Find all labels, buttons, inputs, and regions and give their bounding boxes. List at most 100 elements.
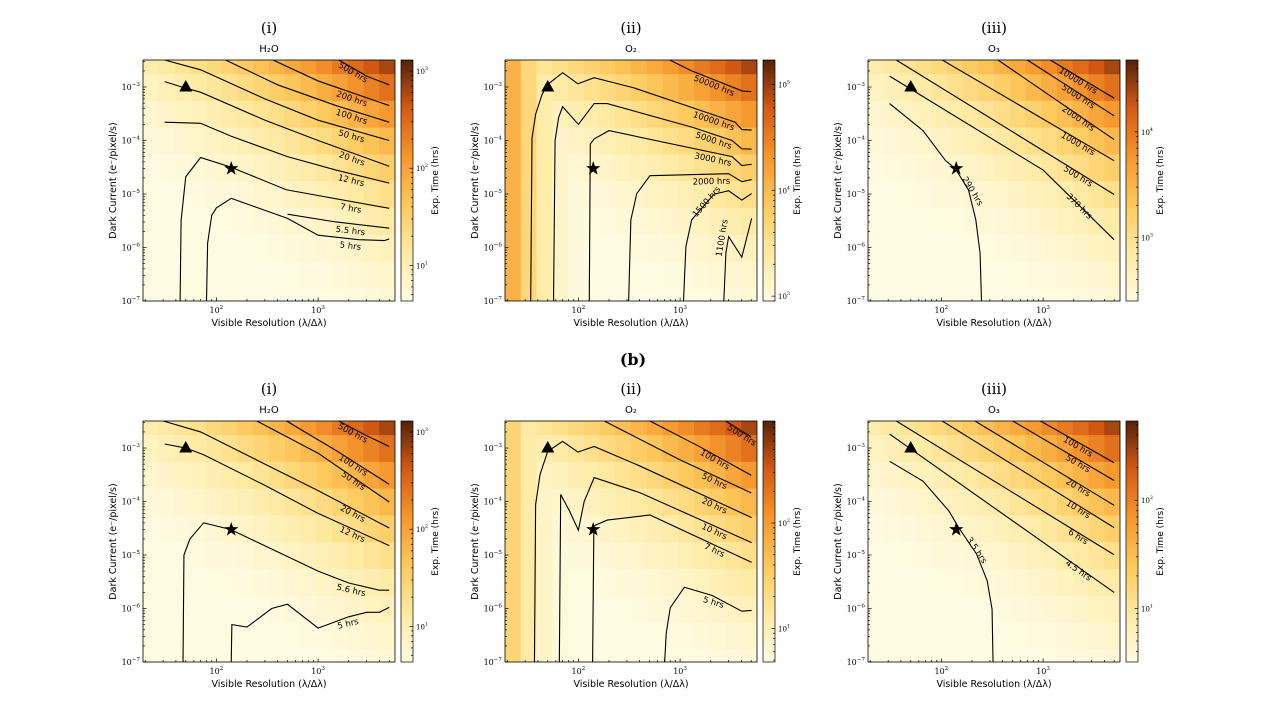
heatmap-cell	[269, 461, 286, 489]
heatmap-cell	[709, 595, 726, 623]
heatmap-cell	[599, 421, 616, 436]
x-tick-label-base: 10	[934, 306, 944, 315]
heatmap-cell	[332, 260, 349, 289]
heatmap-cell	[725, 421, 742, 436]
y-tick-label: 10−3	[122, 443, 141, 453]
heatmap-cell	[962, 421, 979, 436]
heatmap-cell	[1025, 207, 1042, 235]
colorbar-tick-label-exponent: 3	[425, 427, 428, 433]
heatmap-cell	[316, 287, 333, 301]
colorbar-tick-label-exponent: 2	[425, 524, 428, 530]
heatmap-cell	[505, 621, 522, 650]
heatmap-cell	[520, 180, 537, 208]
colorbar-tick-label-base: 10	[778, 293, 787, 301]
heatmap-cell	[269, 421, 286, 436]
y-tick-label: 10−4	[122, 136, 141, 146]
heatmap-cell	[143, 234, 160, 262]
heatmap-cell	[284, 621, 301, 650]
heatmap-cell	[583, 127, 600, 155]
heatmap-cell	[678, 461, 695, 489]
y-axis-label: Dark Current (e⁻/pixel/s)	[108, 483, 119, 599]
heatmap-cell	[269, 595, 286, 623]
axis-ticks	[143, 422, 390, 663]
star-marker	[586, 161, 601, 175]
heatmap-cell	[174, 60, 191, 75]
heatmap-cell	[899, 621, 916, 650]
heatmap-cell	[646, 100, 663, 128]
colorbar-gradient	[762, 59, 776, 302]
heatmap-cell	[741, 260, 757, 289]
contour-line	[941, 60, 1115, 162]
heatmap-cell	[1041, 260, 1058, 289]
heatmap-cell	[347, 287, 364, 301]
heatmap-cell	[520, 648, 537, 662]
y-tick-label-base: 10	[847, 498, 857, 507]
y-tick-label-base: 10	[122, 137, 132, 146]
heatmap-cell	[615, 568, 632, 596]
heatmap-cell	[316, 421, 333, 436]
heatmap-cell	[1025, 260, 1042, 289]
heatmap-cell	[915, 127, 932, 155]
heatmap-cell	[552, 434, 569, 462]
heatmap-cell	[599, 180, 616, 208]
contour-line	[669, 60, 752, 93]
heatmap-cell	[583, 434, 600, 462]
heatmap-cell	[285, 381, 301, 408]
heatmap-cell	[237, 621, 254, 650]
heatmap-cell	[520, 541, 537, 569]
contour-line	[649, 421, 752, 476]
heatmap-cell	[269, 234, 286, 262]
heatmap-cell	[899, 541, 916, 569]
heatmap-cell	[505, 100, 522, 128]
heatmap-cell	[269, 621, 286, 650]
y-tick-label-exponent: −7	[494, 296, 503, 302]
heatmap-cell	[994, 100, 1011, 128]
heatmap-cell	[158, 127, 175, 155]
heatmap-cell	[536, 568, 553, 596]
heatmap-cell	[316, 20, 332, 47]
heatmap-cell	[583, 595, 600, 623]
heatmap-cell	[663, 381, 679, 408]
contour-line	[588, 130, 752, 301]
heatmap-cell	[505, 488, 522, 516]
heatmap-cell	[946, 595, 963, 623]
y-tick-label-exponent: −6	[494, 604, 503, 610]
heatmap-cell	[978, 568, 995, 596]
heatmap-cell	[599, 541, 616, 569]
heatmap-cell	[300, 73, 317, 101]
y-tick-label-base: 10	[847, 244, 857, 253]
heatmap-cell	[190, 421, 207, 436]
axis-ticks	[868, 61, 1115, 302]
heatmap-cell	[206, 595, 223, 623]
heatmap-cell	[1041, 60, 1058, 75]
plot-frame	[867, 420, 1121, 663]
plot-frame	[142, 59, 396, 302]
heatmap-cell	[316, 648, 333, 662]
colorbar-gradient	[1125, 420, 1139, 663]
heatmap-cell	[615, 260, 632, 289]
heatmap-cell	[316, 568, 333, 596]
heatmap-cell	[584, 20, 600, 47]
heatmap-cell	[379, 648, 395, 662]
y-tick-label-exponent: −4	[494, 136, 503, 142]
heatmap-cell	[300, 127, 317, 155]
heatmap-cell	[536, 100, 553, 128]
heatmap-cell	[143, 260, 160, 289]
heatmap-cell	[300, 234, 317, 262]
contours	[889, 421, 1115, 662]
heatmap-cell	[1025, 180, 1042, 208]
heatmap-cell	[284, 60, 301, 75]
contour-line	[533, 440, 752, 662]
heatmap-cell	[238, 20, 254, 47]
y-tick-label-base: 10	[847, 551, 857, 560]
heatmap-cell	[710, 381, 726, 408]
heatmap-cell	[284, 648, 301, 662]
heatmap-cell	[300, 100, 317, 128]
heatmap-cell	[962, 153, 979, 182]
heatmap-cell	[237, 234, 254, 262]
y-tick-label-base: 10	[847, 444, 857, 453]
heatmap-cell	[568, 127, 585, 155]
x-tick-label: 103	[673, 666, 687, 676]
colorbar-tick-label-base: 10	[778, 625, 787, 633]
